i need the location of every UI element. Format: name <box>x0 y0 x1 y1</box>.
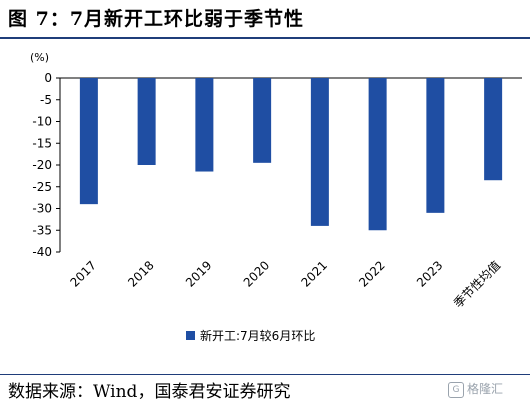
bar-2018 <box>137 78 156 165</box>
figure-title: 图 7：7月新开工环比弱于季节性 <box>8 8 305 30</box>
y-tick-label: -10 <box>32 115 52 129</box>
y-tick-label: 0 <box>44 71 52 85</box>
bar-2017 <box>79 78 98 205</box>
gelonghui-logo-icon: G <box>448 381 464 398</box>
y-tick-label: -35 <box>32 223 52 237</box>
bar-2019 <box>195 78 214 172</box>
watermark-text: 格隆汇 <box>467 382 504 396</box>
bar-chart: 0 -5 -10 -15 -20 -25 -30 -35 -40 2017 2018 2019 2020… <box>32 71 522 343</box>
source-divider <box>0 374 530 375</box>
y-axis-unit: (%) <box>30 51 50 64</box>
y-tick-label: -40 <box>32 245 52 259</box>
bar-2020 <box>253 78 272 163</box>
bar-2023 <box>426 78 445 213</box>
x-tick-label: 2019 <box>183 258 214 289</box>
x-tick-label: 2020 <box>241 258 272 289</box>
source-note: 数据来源：Wind，国泰君安证券研究 <box>8 382 291 402</box>
y-tick-label: -30 <box>32 202 52 216</box>
x-tick-label: 2021 <box>298 258 329 289</box>
bar-2021 <box>310 78 329 226</box>
x-tick-label: 2018 <box>125 258 156 289</box>
y-tick-label: -5 <box>40 93 52 107</box>
title-divider <box>0 37 530 39</box>
y-tick-label: -15 <box>32 136 52 150</box>
x-tick-label: 2023 <box>414 258 445 289</box>
x-tick-label: 2017 <box>67 258 98 289</box>
legend-swatch <box>186 331 195 340</box>
x-tick-label: 2022 <box>356 258 387 289</box>
title-bar: 图 7：7月新开工环比弱于季节性 <box>0 0 530 39</box>
watermark: G 格隆汇 <box>448 380 503 398</box>
x-tick-label: 季节性均值 <box>450 258 503 311</box>
y-tick-label: -25 <box>32 180 52 194</box>
bar-2022 <box>368 78 387 231</box>
legend-label: 新开工:7月较6月环比 <box>200 328 315 343</box>
y-tick-label: -20 <box>32 158 52 172</box>
bar-季节性均值 <box>484 78 503 181</box>
